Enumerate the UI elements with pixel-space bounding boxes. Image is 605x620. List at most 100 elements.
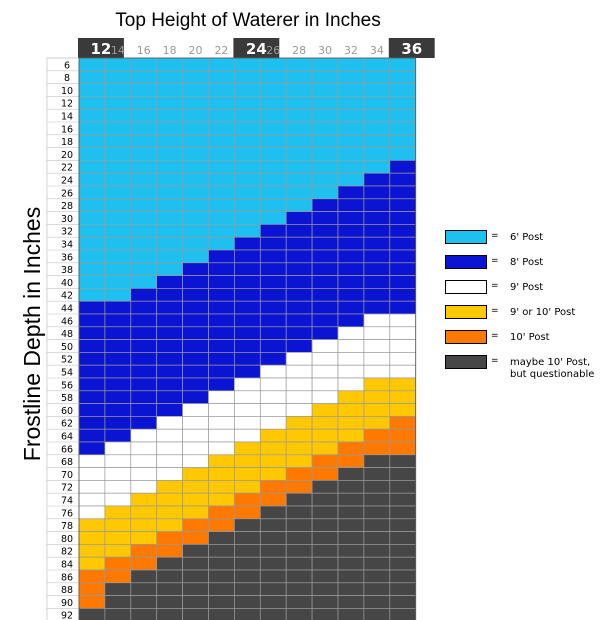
cell-14in-82in bbox=[104, 544, 132, 558]
cell-34in-84in bbox=[363, 556, 391, 571]
cell-24in-10in bbox=[234, 83, 261, 97]
cell-36in-92in bbox=[389, 608, 417, 620]
cell-36in-24in bbox=[389, 172, 417, 187]
legend-label-maybe-10ft-line2: but questionable bbox=[510, 369, 595, 380]
cell-20in-6in bbox=[182, 57, 209, 72]
cell-36in-44in bbox=[389, 300, 417, 315]
cell-36in-16in bbox=[389, 121, 417, 136]
cell-14in-22in bbox=[104, 160, 132, 174]
cell-14in-76in bbox=[104, 505, 132, 520]
cell-24in-40in bbox=[234, 275, 261, 289]
cell-20in-10in bbox=[182, 83, 209, 97]
row-label-58: 58 bbox=[61, 393, 73, 404]
row-label-12: 12 bbox=[61, 99, 73, 110]
cell-24in-34in bbox=[234, 236, 261, 251]
cell-14in-40in bbox=[104, 275, 132, 289]
cell-36in-40in bbox=[389, 275, 417, 289]
cell-24in-86in bbox=[234, 569, 261, 584]
column-header-box-24 bbox=[233, 38, 280, 58]
cell-26in-58in bbox=[259, 390, 287, 404]
row-label-46: 46 bbox=[61, 316, 73, 327]
cell-26in-42in bbox=[259, 288, 287, 302]
cell-32in-66in bbox=[337, 441, 365, 456]
cell-30in-68in bbox=[311, 454, 339, 468]
cell-26in-22in bbox=[259, 160, 287, 174]
cell-12in-64in bbox=[78, 428, 106, 443]
column-header-box-36 bbox=[388, 38, 435, 58]
cell-18in-28in bbox=[156, 198, 183, 212]
cell-28in-58in bbox=[285, 390, 313, 404]
cell-28in-44in bbox=[285, 300, 313, 315]
cell-26in-50in bbox=[259, 339, 287, 353]
row-label-82: 82 bbox=[61, 547, 73, 558]
cell-22in-32in bbox=[208, 224, 235, 238]
cell-18in-26in bbox=[156, 185, 183, 200]
cell-16in-24in bbox=[130, 172, 158, 187]
cell-24in-20in bbox=[234, 147, 261, 161]
cell-12in-28in bbox=[78, 198, 106, 212]
cell-12in-52in bbox=[78, 352, 106, 366]
cell-32in-28in bbox=[337, 198, 365, 212]
cell-24in-48in bbox=[234, 326, 261, 340]
cell-18in-74in bbox=[156, 492, 183, 507]
row-label-10: 10 bbox=[61, 86, 73, 97]
cell-26in-74in bbox=[259, 492, 287, 507]
cell-34in-16in bbox=[363, 121, 391, 136]
row-label-78: 78 bbox=[61, 521, 73, 532]
cell-30in-12in bbox=[311, 96, 339, 110]
cell-14in-88in bbox=[104, 582, 132, 596]
row-label-88: 88 bbox=[61, 585, 73, 596]
cell-24in-16in bbox=[234, 121, 261, 136]
cell-18in-24in bbox=[156, 172, 183, 187]
row-label-90: 90 bbox=[61, 598, 73, 609]
cell-14in-34in bbox=[104, 236, 132, 251]
legend-label-maybe-10ft: maybe 10' Post, but questionable bbox=[510, 357, 605, 381]
cell-12in-80in bbox=[78, 531, 106, 545]
cell-14in-50in bbox=[104, 339, 132, 353]
cell-28in-90in bbox=[285, 595, 313, 609]
cell-16in-38in bbox=[130, 262, 158, 276]
cell-22in-6in bbox=[208, 57, 235, 72]
legend-label-8ft: 8' Post bbox=[510, 257, 544, 268]
cell-18in-34in bbox=[156, 236, 183, 251]
cell-22in-64in bbox=[208, 428, 235, 443]
cell-28in-18in bbox=[285, 134, 313, 148]
cell-26in-64in bbox=[259, 428, 287, 443]
cell-12in-24in bbox=[78, 172, 106, 187]
cell-32in-20in bbox=[337, 147, 365, 161]
cell-20in-64in bbox=[182, 428, 209, 443]
row-label-68: 68 bbox=[61, 457, 73, 468]
cell-16in-26in bbox=[130, 185, 158, 200]
cell-14in-32in bbox=[104, 224, 132, 238]
cell-26in-86in bbox=[259, 569, 287, 584]
cell-32in-74in bbox=[337, 492, 365, 507]
cell-24in-72in bbox=[234, 480, 261, 494]
cell-14in-72in bbox=[104, 480, 132, 494]
cell-30in-64in bbox=[311, 428, 339, 443]
cell-28in-8in bbox=[285, 70, 313, 84]
cell-16in-92in bbox=[130, 608, 158, 620]
cell-32in-10in bbox=[337, 83, 365, 97]
cell-20in-80in bbox=[182, 531, 209, 545]
grid-cells bbox=[78, 57, 417, 620]
cell-18in-48in bbox=[156, 326, 183, 340]
cell-18in-10in bbox=[156, 83, 183, 97]
cell-36in-70in bbox=[389, 467, 417, 481]
cell-34in-92in bbox=[363, 608, 391, 620]
cell-26in-70in bbox=[259, 467, 287, 481]
cell-30in-84in bbox=[311, 556, 339, 571]
cell-32in-80in bbox=[337, 531, 365, 545]
cell-24in-12in bbox=[234, 96, 261, 110]
cell-28in-30in bbox=[285, 211, 313, 225]
cell-36in-64in bbox=[389, 428, 417, 443]
cell-16in-76in bbox=[130, 505, 158, 520]
row-label-70: 70 bbox=[61, 470, 73, 481]
cell-22in-20in bbox=[208, 147, 235, 161]
cell-18in-54in bbox=[156, 364, 183, 379]
cell-20in-66in bbox=[182, 441, 209, 456]
cell-14in-68in bbox=[104, 454, 132, 468]
cell-16in-84in bbox=[130, 556, 158, 571]
cell-26in-16in bbox=[259, 121, 287, 136]
cell-30in-42in bbox=[311, 288, 339, 302]
cell-36in-50in bbox=[389, 339, 417, 353]
